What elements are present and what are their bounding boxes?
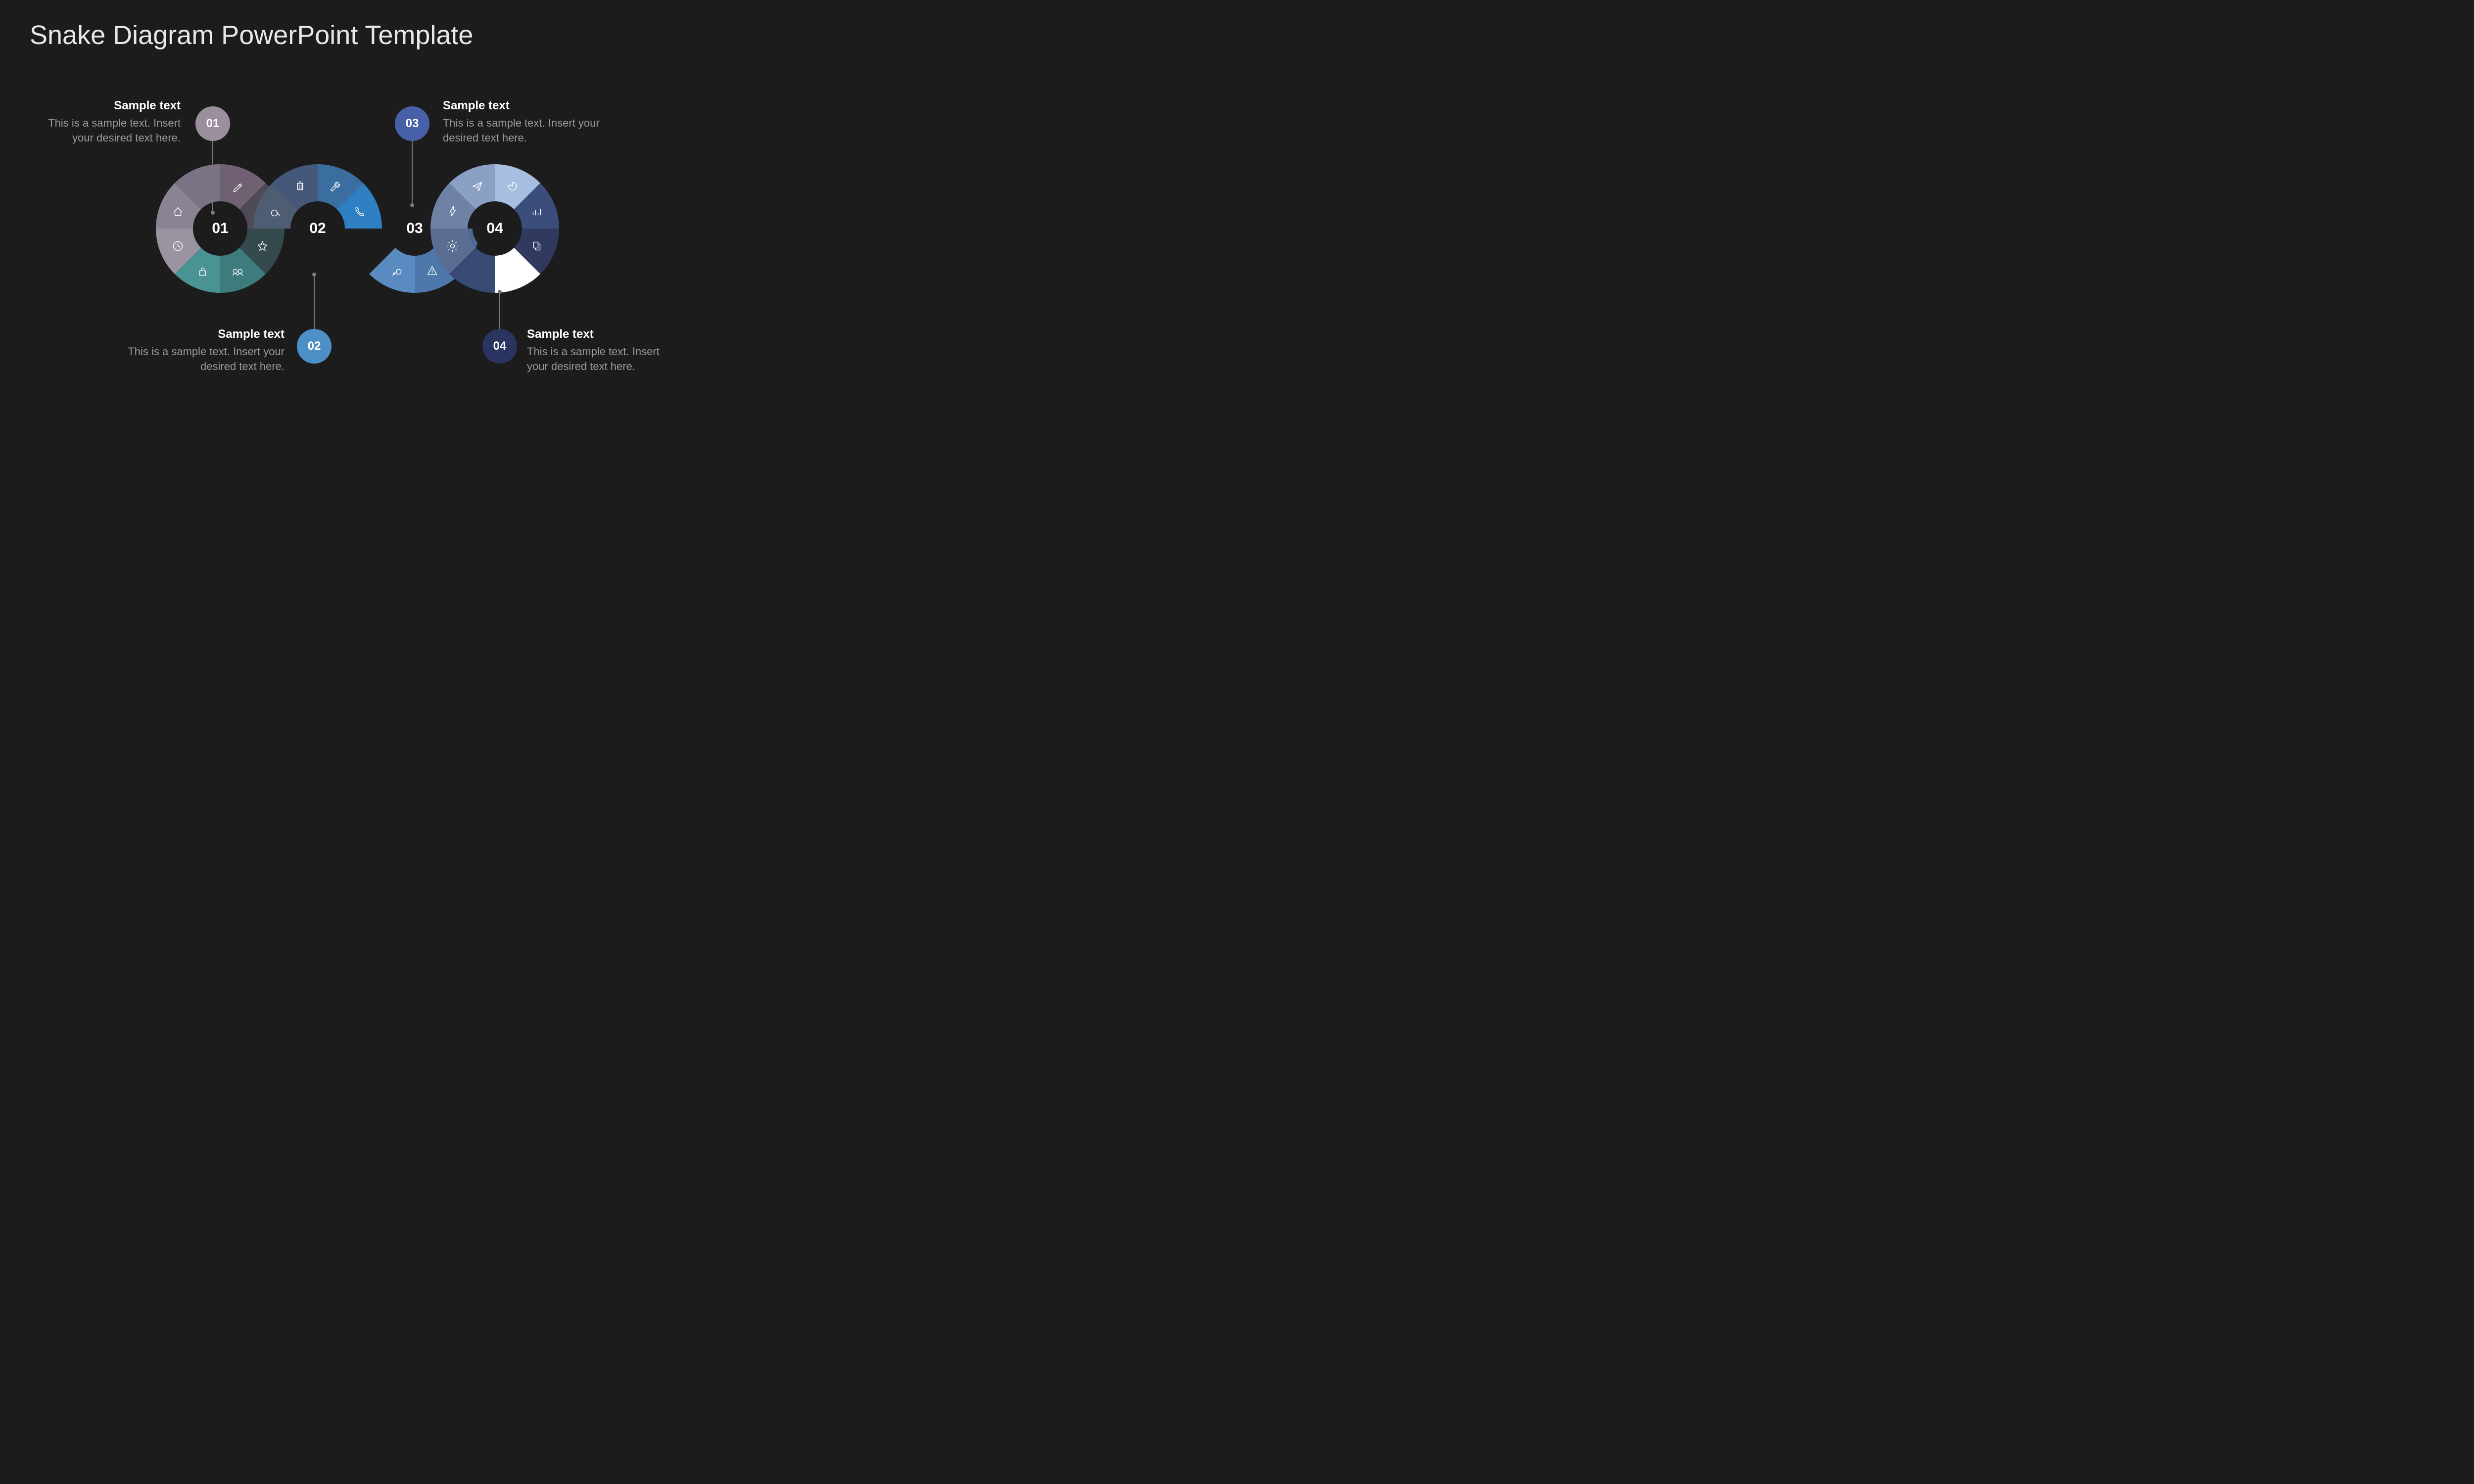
badge-01: 01 [195, 106, 230, 141]
callout-02-heading: Sample text [111, 326, 285, 342]
slide-title: Snake Diagram PowerPoint Template [30, 20, 473, 50]
stalk-03 [412, 141, 413, 205]
slide: Snake Diagram PowerPoint Template 01 02 … [0, 0, 760, 427]
callout-02: Sample text This is a sample text. Inser… [111, 326, 285, 374]
callout-02-body: This is a sample text. Insert your desir… [111, 344, 285, 373]
callout-03-heading: Sample text [443, 98, 611, 114]
badge-03: 03 [395, 106, 429, 141]
badge-04: 04 [482, 329, 517, 364]
wheel-02-hub: 02 [295, 206, 340, 251]
wheel-segment [369, 248, 415, 293]
stalk-02 [314, 275, 315, 329]
stalk-04 [499, 292, 500, 329]
callout-03-body: This is a sample text. Insert your desir… [443, 116, 611, 145]
callout-01-heading: Sample text [47, 98, 181, 114]
callout-01-body: This is a sample text. Insert your desir… [47, 116, 181, 145]
callout-03: Sample text This is a sample text. Inser… [443, 98, 611, 145]
wheel-01-hub: 01 [198, 206, 242, 251]
callout-04-body: This is a sample text. Insert your desir… [527, 344, 670, 373]
stalk-01 [212, 141, 213, 213]
callout-04-heading: Sample text [527, 326, 670, 342]
callout-01: Sample text This is a sample text. Inser… [47, 98, 181, 145]
badge-02: 02 [297, 329, 332, 364]
wheel-04-hub: 04 [473, 206, 517, 251]
callout-04: Sample text This is a sample text. Inser… [527, 326, 670, 374]
